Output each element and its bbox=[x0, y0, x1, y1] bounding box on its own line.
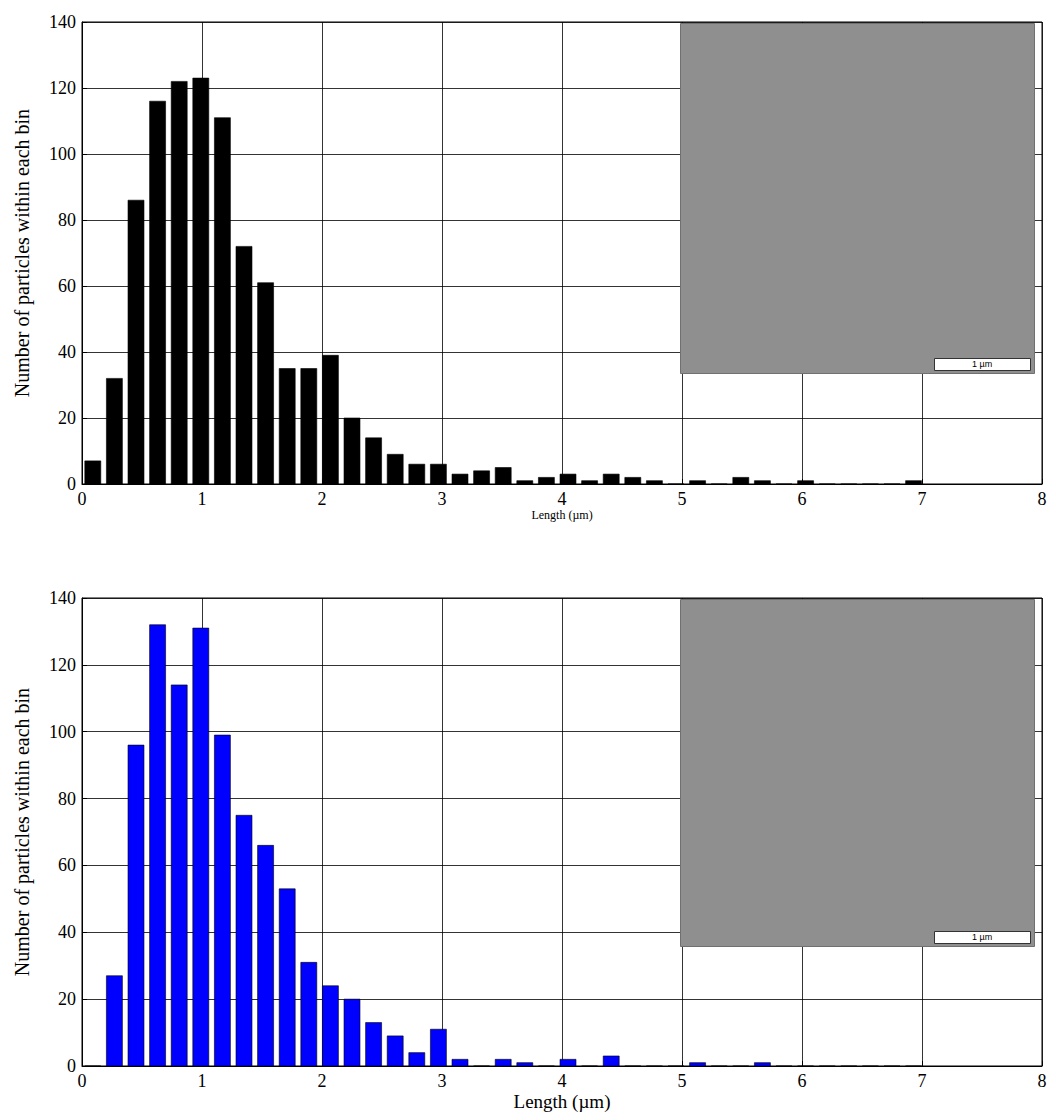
svg-text:8: 8 bbox=[1038, 1071, 1047, 1091]
svg-text:3: 3 bbox=[438, 489, 447, 509]
svg-text:100: 100 bbox=[49, 722, 76, 742]
svg-text:5: 5 bbox=[678, 1071, 687, 1091]
svg-text:3: 3 bbox=[438, 1071, 447, 1091]
svg-text:Length (µm): Length (µm) bbox=[531, 508, 592, 522]
svg-text:4: 4 bbox=[558, 1071, 567, 1091]
svg-text:8: 8 bbox=[1038, 489, 1047, 509]
svg-text:Number of particles within eac: Number of particles within each bin bbox=[11, 109, 34, 397]
svg-text:0: 0 bbox=[78, 1071, 87, 1091]
svg-text:40: 40 bbox=[58, 922, 76, 942]
svg-text:1: 1 bbox=[198, 489, 207, 509]
svg-text:0: 0 bbox=[78, 489, 87, 509]
svg-text:0: 0 bbox=[67, 1056, 76, 1076]
svg-text:4: 4 bbox=[558, 489, 567, 509]
svg-text:7: 7 bbox=[918, 1071, 927, 1091]
svg-text:120: 120 bbox=[49, 78, 76, 98]
svg-text:0: 0 bbox=[67, 474, 76, 494]
svg-text:20: 20 bbox=[58, 408, 76, 428]
svg-text:60: 60 bbox=[58, 855, 76, 875]
svg-text:40: 40 bbox=[58, 342, 76, 362]
svg-text:60: 60 bbox=[58, 276, 76, 296]
svg-text:6: 6 bbox=[798, 1071, 807, 1091]
svg-text:6: 6 bbox=[798, 489, 807, 509]
svg-text:1: 1 bbox=[198, 1071, 207, 1091]
svg-text:120: 120 bbox=[49, 655, 76, 675]
svg-text:1 µm: 1 µm bbox=[972, 932, 992, 942]
svg-text:2: 2 bbox=[318, 489, 327, 509]
svg-text:100: 100 bbox=[49, 144, 76, 164]
svg-text:80: 80 bbox=[58, 210, 76, 230]
svg-text:80: 80 bbox=[58, 789, 76, 809]
svg-text:20: 20 bbox=[58, 989, 76, 1009]
svg-text:7: 7 bbox=[918, 489, 927, 509]
svg-text:140: 140 bbox=[49, 12, 76, 32]
svg-text:1 µm: 1 µm bbox=[972, 359, 992, 369]
svg-text:5: 5 bbox=[678, 489, 687, 509]
svg-text:140: 140 bbox=[49, 588, 76, 608]
svg-text:2: 2 bbox=[318, 1071, 327, 1091]
svg-text:Length (µm): Length (µm) bbox=[514, 1091, 611, 1113]
svg-text:Number of particles within eac: Number of particles within each bin bbox=[11, 688, 34, 976]
